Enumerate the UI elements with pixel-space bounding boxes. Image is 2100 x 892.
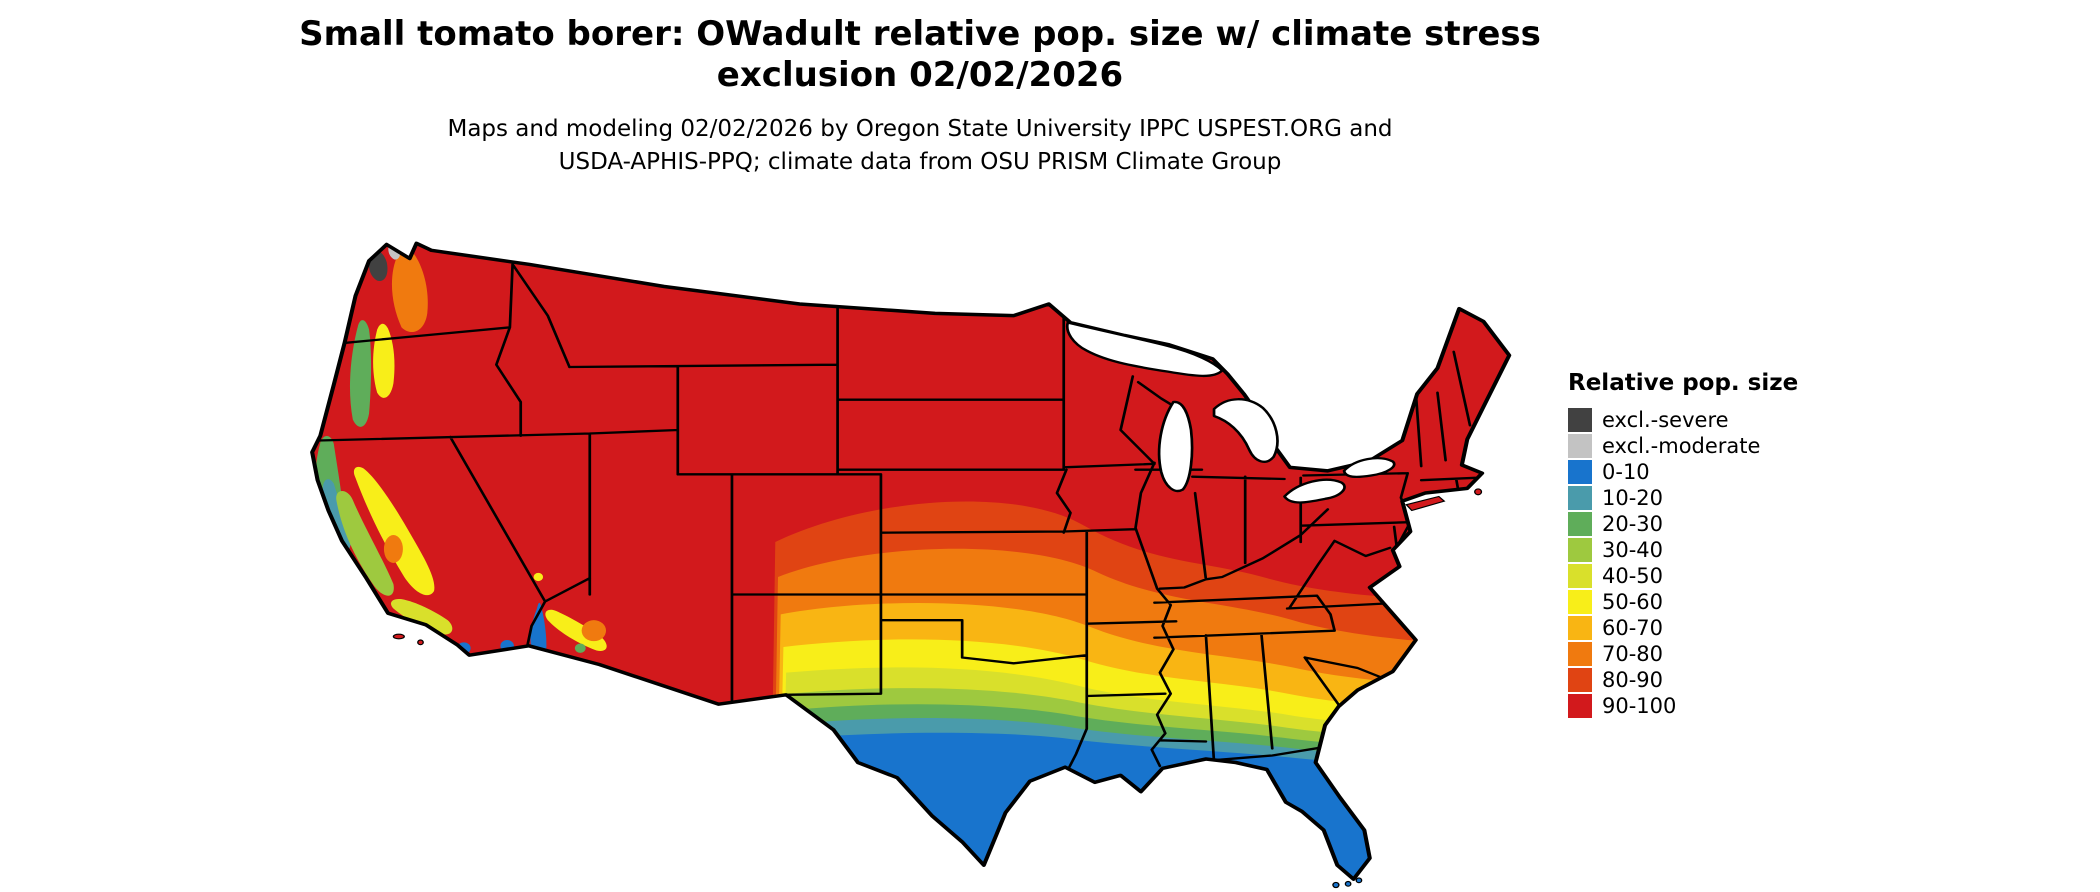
legend-label: 0-10 bbox=[1602, 460, 1650, 484]
legend-swatch bbox=[1568, 616, 1592, 640]
legend-item: 90-100 bbox=[1568, 694, 1798, 718]
or-willamette-valley-patch bbox=[373, 323, 395, 398]
legend-swatch bbox=[1568, 642, 1592, 666]
wa-puget-lowland-patch bbox=[391, 246, 428, 332]
colorado-river-blue-strip bbox=[530, 602, 547, 655]
legend-swatch bbox=[1568, 486, 1592, 510]
legend-swatch bbox=[1568, 590, 1592, 614]
legend-swatch bbox=[1568, 668, 1592, 692]
legend-label: 10-20 bbox=[1602, 486, 1664, 510]
legend-title: Relative pop. size bbox=[1568, 370, 1799, 396]
or-coast-range-patch bbox=[349, 320, 372, 427]
florida-keys-speck-3 bbox=[1355, 877, 1363, 884]
legend-label: 30-40 bbox=[1602, 538, 1664, 562]
ca-valley-orange-speck bbox=[383, 535, 403, 563]
az-phoenix-orange-patch bbox=[581, 620, 607, 642]
page-title-line1: Small tomato borer: OWadult relative pop… bbox=[299, 14, 1541, 54]
legend-label: 80-90 bbox=[1602, 668, 1664, 692]
florida-keys-speck-2 bbox=[1344, 880, 1352, 887]
channel-island-speck-1 bbox=[392, 633, 405, 640]
us-outline bbox=[310, 241, 1512, 881]
subtitle-line1: Maps and modeling 02/02/2026 by Oregon S… bbox=[447, 115, 1393, 142]
us-map-container bbox=[258, 192, 1558, 892]
legend-swatch bbox=[1568, 460, 1592, 484]
vegas-yellow-speck bbox=[533, 572, 544, 582]
legend-item: 30-40 bbox=[1568, 538, 1798, 562]
legend-label: excl.-severe bbox=[1602, 408, 1729, 432]
lake-michigan bbox=[1157, 400, 1194, 493]
legend-swatch bbox=[1568, 408, 1592, 432]
legend-label: excl.-moderate bbox=[1602, 434, 1761, 458]
legend-item: 80-90 bbox=[1568, 668, 1798, 692]
state-borders bbox=[317, 263, 1477, 777]
lake-superior bbox=[1065, 321, 1224, 378]
lake-ontario bbox=[1342, 457, 1396, 479]
ca-coast-range-patch bbox=[336, 490, 394, 596]
az-green-speck bbox=[574, 643, 586, 653]
legend-item: excl.-severe bbox=[1568, 408, 1798, 432]
legend-swatch bbox=[1568, 434, 1592, 458]
legend-item: 20-30 bbox=[1568, 512, 1798, 536]
legend-item: 10-20 bbox=[1568, 486, 1798, 510]
legend-label: 50-60 bbox=[1602, 590, 1664, 614]
legend-item: 40-50 bbox=[1568, 564, 1798, 588]
offshore-islands bbox=[392, 488, 1483, 889]
nantucket-island-speck bbox=[1474, 488, 1483, 496]
legend-label: 20-30 bbox=[1602, 512, 1664, 536]
figure-subtitle: Maps and modeling 02/02/2026 by Oregon S… bbox=[0, 113, 1840, 180]
legend-item: excl.-moderate bbox=[1568, 434, 1798, 458]
socal-basin-patch bbox=[390, 598, 453, 635]
subtitle-line2: USDA-APHIS-PPQ; climate data from OSU PR… bbox=[558, 149, 1282, 176]
lake-huron bbox=[1212, 398, 1279, 463]
legend-item: 50-60 bbox=[1568, 590, 1798, 614]
legend-label: 60-70 bbox=[1602, 616, 1664, 640]
legend-label: 40-50 bbox=[1602, 564, 1664, 588]
legend-label: 90-100 bbox=[1602, 694, 1677, 718]
page-title-line2: exclusion 02/02/2026 bbox=[716, 55, 1124, 96]
lake-erie bbox=[1283, 478, 1346, 504]
ca-central-valley-patch bbox=[353, 466, 435, 596]
legend-label: 70-80 bbox=[1602, 642, 1664, 666]
legend-item: 0-10 bbox=[1568, 460, 1798, 484]
us-map bbox=[310, 241, 1512, 889]
map-legend: Relative pop. size excl.-severe excl.-mo… bbox=[1568, 370, 1798, 720]
long-island bbox=[1405, 495, 1446, 512]
legend-swatch bbox=[1568, 694, 1592, 718]
figure-header: Small tomato borer: OWadult relative pop… bbox=[0, 14, 1840, 180]
florida-keys-speck-1 bbox=[1332, 881, 1340, 889]
channel-island-speck-2 bbox=[417, 639, 424, 646]
legend-swatch bbox=[1568, 538, 1592, 562]
legend-item: 60-70 bbox=[1568, 616, 1798, 640]
legend-swatch bbox=[1568, 512, 1592, 536]
legend-item: 70-80 bbox=[1568, 642, 1798, 666]
legend-swatch bbox=[1568, 564, 1592, 588]
great-lakes bbox=[1065, 321, 1396, 504]
ca-coast-teal-patch bbox=[322, 479, 351, 552]
band-0-10 bbox=[791, 732, 1510, 880]
